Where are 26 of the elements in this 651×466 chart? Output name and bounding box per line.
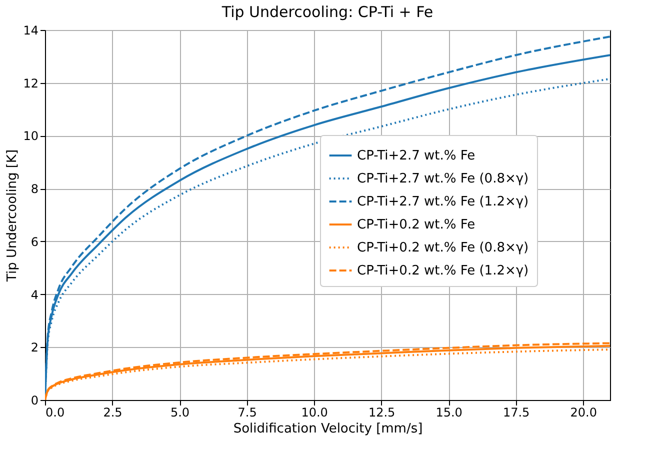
y-axis-title: Tip Undercooling [K] <box>5 149 20 283</box>
legend-label: CP-Ti+0.2 wt.% Fe (0.8×γ) <box>357 240 529 256</box>
y-tick-label: 10 <box>23 129 38 144</box>
y-tick-label: 8 <box>30 182 38 196</box>
x-axis-title: Solidification Velocity [mm/s] <box>233 422 423 436</box>
x-tick-label: 7.5 <box>238 406 257 420</box>
x-tick-label: 10.0 <box>301 406 328 420</box>
y-tick-label: 14 <box>23 24 38 38</box>
y-tick-label: 6 <box>30 234 38 249</box>
y-tick-label: 4 <box>30 288 38 302</box>
y-tick-label: 12 <box>23 76 38 90</box>
legend-label: CP-Ti+0.2 wt.% Fe <box>357 218 476 232</box>
x-tick-label: 0.0 <box>46 406 65 420</box>
x-tick-label: 5.0 <box>170 406 190 420</box>
legend-label: CP-Ti+2.7 wt.% Fe <box>357 148 476 164</box>
chart-title: Tip Undercooling: CP-Ti + Fe <box>220 3 434 21</box>
legend-label: CP-Ti+2.7 wt.% Fe (1.2×γ) <box>357 194 529 210</box>
y-tick-label: 0 <box>30 394 38 408</box>
legend-label: CP-Ti+2.7 wt.% Fe (0.8×γ) <box>357 172 529 186</box>
y-tick-label: 2 <box>30 340 38 355</box>
x-tick-label: 17.5 <box>502 406 530 420</box>
x-tick-label: 2.5 <box>103 406 122 420</box>
x-tick-label: 12.5 <box>368 406 396 420</box>
x-tick-label: 20.0 <box>570 406 597 420</box>
legend-label: CP-Ti+0.2 wt.% Fe (1.2×γ) <box>357 264 529 278</box>
x-tick-label: 15.0 <box>436 406 462 420</box>
